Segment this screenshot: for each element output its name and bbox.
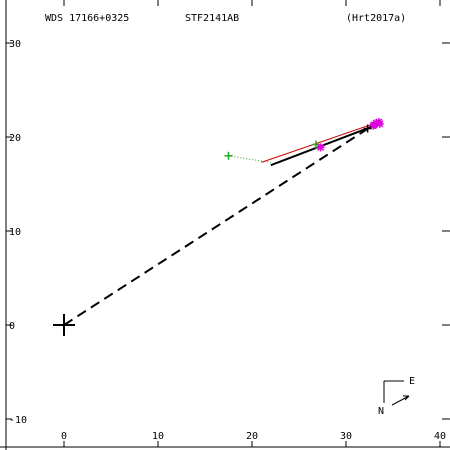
motion-arrow-head (403, 395, 410, 401)
compass-north-label: N (378, 406, 384, 417)
compass: E N (378, 376, 415, 417)
motion-arrow-shaft (391, 395, 410, 406)
predicted-orbit-arc (261, 121, 380, 163)
y-axis: -10 0 10 20 30 (6, 39, 450, 426)
primary-companion-dashed-line (63, 126, 371, 326)
star-marker-d2 (317, 143, 325, 151)
observation-point-star (370, 120, 379, 129)
wds-id-label: WDS 17166+0325 (45, 13, 129, 24)
y-tick-label: -10 (9, 415, 27, 426)
x-tick-label: 10 (152, 431, 164, 442)
x-tick-label: 0 (61, 431, 67, 442)
orbit-segment (270, 121, 383, 167)
y-tick-label: 10 (9, 227, 21, 238)
x-tick-label: 40 (434, 431, 446, 442)
observation-point-star (316, 143, 325, 152)
compass-east-label: E (409, 376, 415, 387)
observation-point-plus (224, 151, 233, 160)
reference-label: (Hrt2017a) (346, 13, 406, 24)
y-tick-label: 0 (9, 321, 15, 332)
data-layer (53, 117, 384, 336)
y-tick-label: 30 (9, 39, 21, 50)
star-marker-d2 (370, 121, 378, 129)
star-marker-d2 (376, 120, 384, 128)
x-tick-label: 20 (246, 431, 258, 442)
observation-point-plus (363, 124, 372, 133)
x-axis: 0 10 20 30 40 (61, 0, 446, 447)
observation-point-star (375, 119, 384, 128)
y-tick-label: 20 (9, 133, 21, 144)
x-tick-label: 30 (340, 431, 352, 442)
discoverer-label: STF2141AB (185, 13, 239, 24)
